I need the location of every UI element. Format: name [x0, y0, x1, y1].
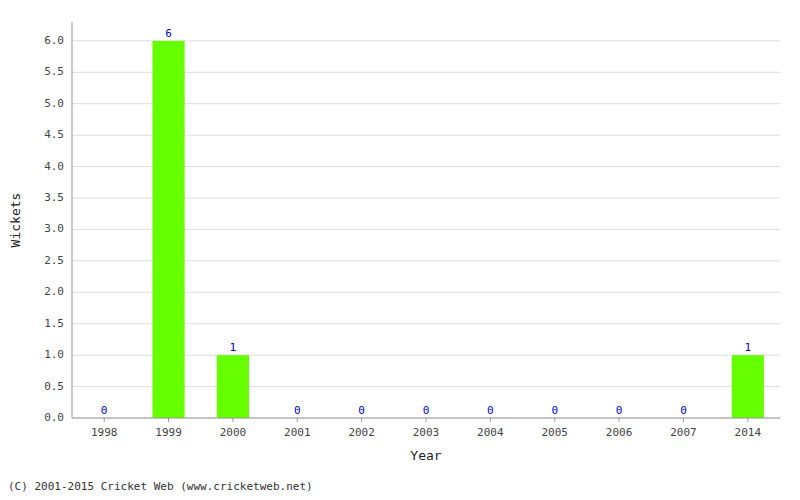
y-tick-label: 0.5	[44, 380, 64, 393]
y-axis-label: Wickets	[8, 193, 23, 248]
x-tick	[554, 418, 555, 422]
data-label: 0	[101, 404, 108, 417]
x-tick	[426, 418, 427, 422]
y-grid	[72, 41, 780, 418]
x-tick	[619, 418, 620, 422]
y-tick-label: 1.5	[44, 317, 64, 330]
bar	[732, 355, 764, 418]
x-tick-label: 2005	[541, 426, 568, 439]
x-tick	[232, 418, 233, 422]
data-label: 0	[616, 404, 623, 417]
x-tick-label: 2000	[220, 426, 247, 439]
y-tick-label: 5.5	[44, 65, 64, 78]
y-tick-label: 2.5	[44, 254, 64, 267]
x-tick	[168, 418, 169, 422]
x-tick-label: 1999	[155, 426, 182, 439]
data-label: 6	[165, 27, 172, 40]
x-tick-label: 2007	[670, 426, 697, 439]
x-tick	[361, 418, 362, 422]
chart-svg: 0.00.51.01.52.02.53.03.54.04.55.05.56.00…	[0, 0, 800, 500]
data-label: 0	[551, 404, 558, 417]
y-tick-label: 6.0	[44, 34, 64, 47]
x-tick	[104, 418, 105, 422]
y-tick-label: 0.0	[44, 411, 64, 424]
data-label: 0	[487, 404, 494, 417]
x-tick-label: 2006	[606, 426, 633, 439]
y-tick-label: 2.0	[44, 285, 64, 298]
x-tick	[297, 418, 298, 422]
bar	[152, 41, 184, 418]
bars	[152, 41, 763, 418]
data-label: 1	[230, 341, 237, 354]
y-tick-label: 4.0	[44, 160, 64, 173]
x-tick-label: 2001	[284, 426, 311, 439]
data-label: 0	[294, 404, 301, 417]
data-label: 0	[423, 404, 430, 417]
x-tick	[490, 418, 491, 422]
y-tick-labels: 0.0 0.5 1.0 1.5 2.0 2.5 3.0 3.5 4.0 4.5 5.0 5.5 6.0	[44, 34, 64, 424]
data-labels: 0 6 1 0 0 0 0 0 0 0 1	[101, 27, 751, 417]
data-label: 1	[745, 341, 752, 354]
footnote: (C) 2001-2015 Cricket Web (www.cricketwe…	[8, 480, 313, 493]
x-tick-label: 2002	[348, 426, 375, 439]
bar	[217, 355, 249, 418]
x-tick-labels: 1998 1999 2000 2001 2002 2003 2004 2005 2006 2007…	[91, 418, 762, 439]
y-tick-label: 4.5	[44, 128, 64, 141]
x-tick	[747, 418, 748, 422]
x-tick-label: 2004	[477, 426, 504, 439]
x-tick-label: 2003	[413, 426, 440, 439]
x-axis-label: Year	[410, 448, 441, 463]
data-label: 0	[358, 404, 365, 417]
y-tick-label: 5.0	[44, 97, 64, 110]
y-tick-label: 3.5	[44, 191, 64, 204]
y-tick-label: 1.0	[44, 348, 64, 361]
x-tick	[683, 418, 684, 422]
data-label: 0	[680, 404, 687, 417]
y-tick-label: 3.0	[44, 222, 64, 235]
x-tick-label: 1998	[91, 426, 118, 439]
x-tick-label: 2014	[735, 426, 762, 439]
chart-container: 0.00.51.01.52.02.53.03.54.04.55.05.56.00…	[0, 0, 800, 500]
y-axis-line	[72, 22, 73, 418]
